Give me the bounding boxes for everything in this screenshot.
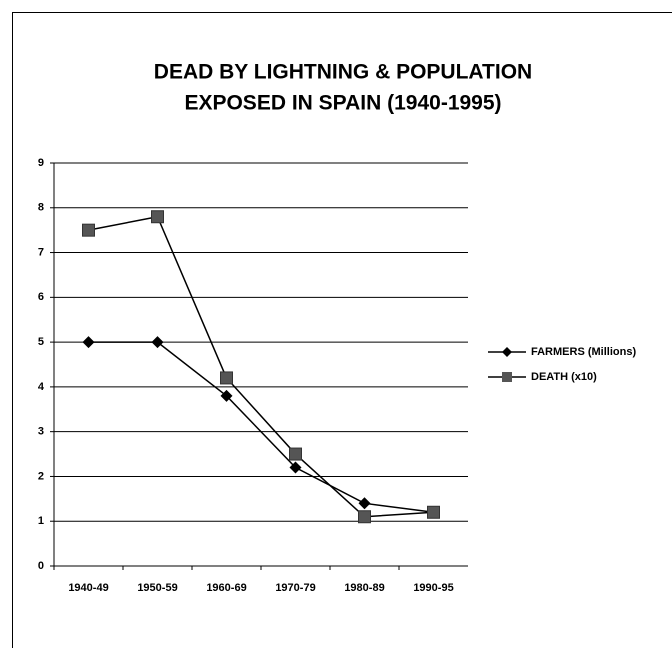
y-tick-label: 8 [38, 202, 44, 214]
y-tick-label: 6 [38, 291, 44, 303]
y-tick-label: 2 [38, 470, 44, 482]
y-tick-label: 1 [38, 515, 44, 527]
x-tick-label: 1980-89 [344, 582, 384, 594]
marker [82, 223, 95, 237]
y-tick-label: 5 [38, 336, 44, 348]
marker [427, 505, 440, 519]
frame [12, 12, 672, 648]
y-tick-label: 0 [38, 560, 44, 572]
y-tick-label: 7 [38, 246, 44, 258]
marker [220, 389, 233, 402]
marker [151, 210, 164, 224]
marker [289, 461, 302, 474]
series-line [88, 215, 434, 518]
legend-label: FARMERS (Millions) [531, 346, 636, 358]
y-tick-label: 4 [38, 381, 45, 393]
chart-title: DEAD BY LIGHTNING & POPULATION [154, 61, 532, 84]
y-tick-label: 9 [38, 157, 44, 169]
legend-marker [502, 372, 512, 382]
series-line [88, 341, 434, 514]
x-tick-label: 1940-49 [68, 582, 108, 594]
y-tick-label: 3 [38, 426, 44, 438]
x-tick-label: 1960-69 [206, 582, 246, 594]
marker [82, 336, 95, 349]
legend-marker [502, 347, 512, 357]
marker [151, 336, 164, 349]
x-tick-label: 1950-59 [137, 582, 177, 594]
marker [358, 497, 371, 510]
marker [358, 510, 371, 524]
legend-label: DEATH (x10) [531, 371, 597, 383]
x-tick-label: 1970-79 [275, 582, 315, 594]
x-tick-label: 1990-95 [413, 582, 453, 594]
marker [289, 447, 302, 461]
marker [220, 371, 233, 385]
chart-title: EXPOSED IN SPAIN (1940-1995) [184, 92, 501, 115]
